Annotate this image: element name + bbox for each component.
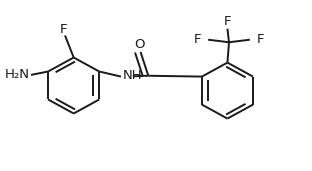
Text: NH: NH xyxy=(123,69,142,82)
Text: F: F xyxy=(60,23,67,36)
Text: F: F xyxy=(193,33,201,46)
Text: F: F xyxy=(224,15,231,28)
Text: H₂N: H₂N xyxy=(5,68,30,81)
Text: F: F xyxy=(257,33,265,46)
Text: O: O xyxy=(134,38,144,51)
